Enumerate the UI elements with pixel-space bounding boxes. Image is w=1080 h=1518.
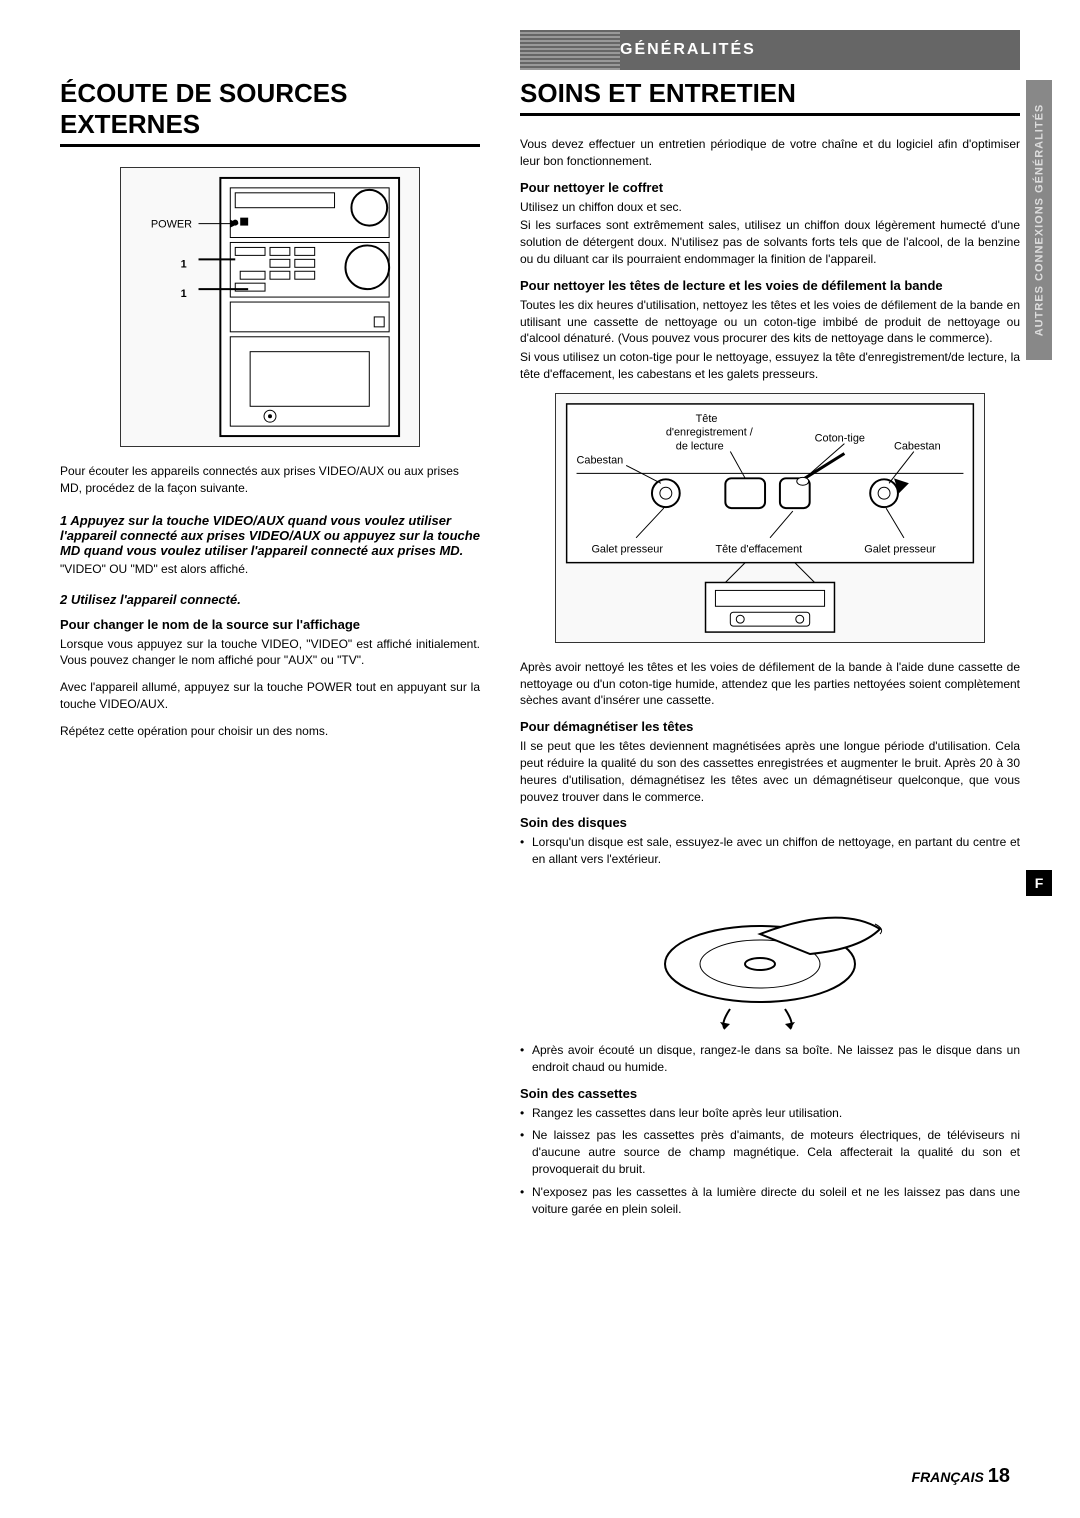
page-footer: FRANÇAIS 18 — [912, 1465, 1010, 1488]
step-1-note: "VIDEO" OU "MD" est alors affiché. — [60, 562, 480, 576]
intro-text: Vous devez effectuer un entretien périod… — [520, 136, 1020, 170]
language-marker: F — [1026, 870, 1052, 896]
stereo-diagram: POWER 1 1 — [120, 167, 420, 447]
disc-diagram — [640, 874, 900, 1034]
svg-text:Galet presseur: Galet presseur — [864, 543, 936, 555]
step-2: 2 Utilisez l'appareil connecté. — [60, 592, 480, 607]
sub1-p3: Répétez cette opération pour choisir un … — [60, 723, 480, 740]
svg-text:Cabestan: Cabestan — [577, 454, 624, 466]
s2-p2: Si vous utilisez un coton-tige pour le n… — [520, 349, 1020, 383]
s1-p2: Si les surfaces sont extrêmement sales, … — [520, 217, 1020, 267]
step-number-1a: 1 — [181, 258, 187, 270]
left-title: ÉCOUTE DE SOURCES EXTERNES — [60, 78, 480, 147]
s4-b2: Après avoir écouté un disque, rangez-le … — [520, 1042, 1020, 1076]
svg-text:d'enregistrement /: d'enregistrement / — [666, 426, 754, 438]
svg-text:Tête d'effacement: Tête d'effacement — [715, 543, 802, 555]
header-label: GÉNÉRALITÉS — [620, 41, 756, 59]
s2-after: Après avoir nettoyé les têtes et les voi… — [520, 659, 1020, 709]
s2-p1: Toutes les dix heures d'utilisation, net… — [520, 297, 1020, 347]
svg-text:de lecture: de lecture — [676, 440, 724, 452]
s5-b3: N'exposez pas les cassettes à la lumière… — [520, 1184, 1020, 1218]
s1-head: Pour nettoyer le coffret — [520, 180, 1020, 195]
step-1: 1 Appuyez sur la touche VIDEO/AUX quand … — [60, 513, 480, 558]
s4-head: Soin des disques — [520, 815, 1020, 830]
svg-text:Coton-tige: Coton-tige — [815, 432, 865, 444]
footer-lang: FRANÇAIS — [912, 1469, 984, 1485]
svg-text:Tête: Tête — [696, 413, 718, 425]
s5-head: Soin des cassettes — [520, 1086, 1020, 1101]
left-column: ÉCOUTE DE SOURCES EXTERNES — [60, 30, 480, 1223]
svg-text:Cabestan: Cabestan — [894, 440, 941, 452]
power-label: POWER — [151, 219, 192, 231]
s5-b1: Rangez les cassettes dans leur boîte apr… — [520, 1105, 1020, 1122]
step-number-1b: 1 — [181, 288, 187, 300]
diagram-caption: Pour écouter les appareils connectés aux… — [60, 463, 480, 497]
svg-text:Galet presseur: Galet presseur — [591, 543, 663, 555]
s4-b1: Lorsqu'un disque est sale, essuyez-le av… — [520, 834, 1020, 868]
s5-b2: Ne laissez pas les cassettes près d'aima… — [520, 1127, 1020, 1177]
sub1-p1: Lorsque vous appuyez sur la touche VIDEO… — [60, 636, 480, 670]
sub1-p2: Avec l'appareil allumé, appuyez sur la t… — [60, 679, 480, 713]
s3-p1: Il se peut que les têtes deviennent magn… — [520, 738, 1020, 805]
s1-p1: Utilisez un chiffon doux et sec. — [520, 199, 1020, 216]
right-column: GÉNÉRALITÉS SOINS ET ENTRETIEN Vous deve… — [520, 30, 1020, 1223]
footer-page: 18 — [988, 1465, 1010, 1487]
side-tab: AUTRES CONNEXIONS GÉNÉRALITÉS — [1026, 80, 1052, 360]
header-bar: GÉNÉRALITÉS — [520, 30, 1020, 70]
tape-head-diagram: Tête d'enregistrement / de lecture Coton… — [555, 393, 985, 643]
right-title: SOINS ET ENTRETIEN — [520, 78, 1020, 116]
sub1-heading: Pour changer le nom de la source sur l'a… — [60, 617, 480, 632]
s2-head: Pour nettoyer les têtes de lecture et le… — [520, 278, 1020, 293]
side-tab-text: AUTRES CONNEXIONS GÉNÉRALITÉS — [1033, 104, 1045, 337]
s3-head: Pour démagnétiser les têtes — [520, 719, 1020, 734]
